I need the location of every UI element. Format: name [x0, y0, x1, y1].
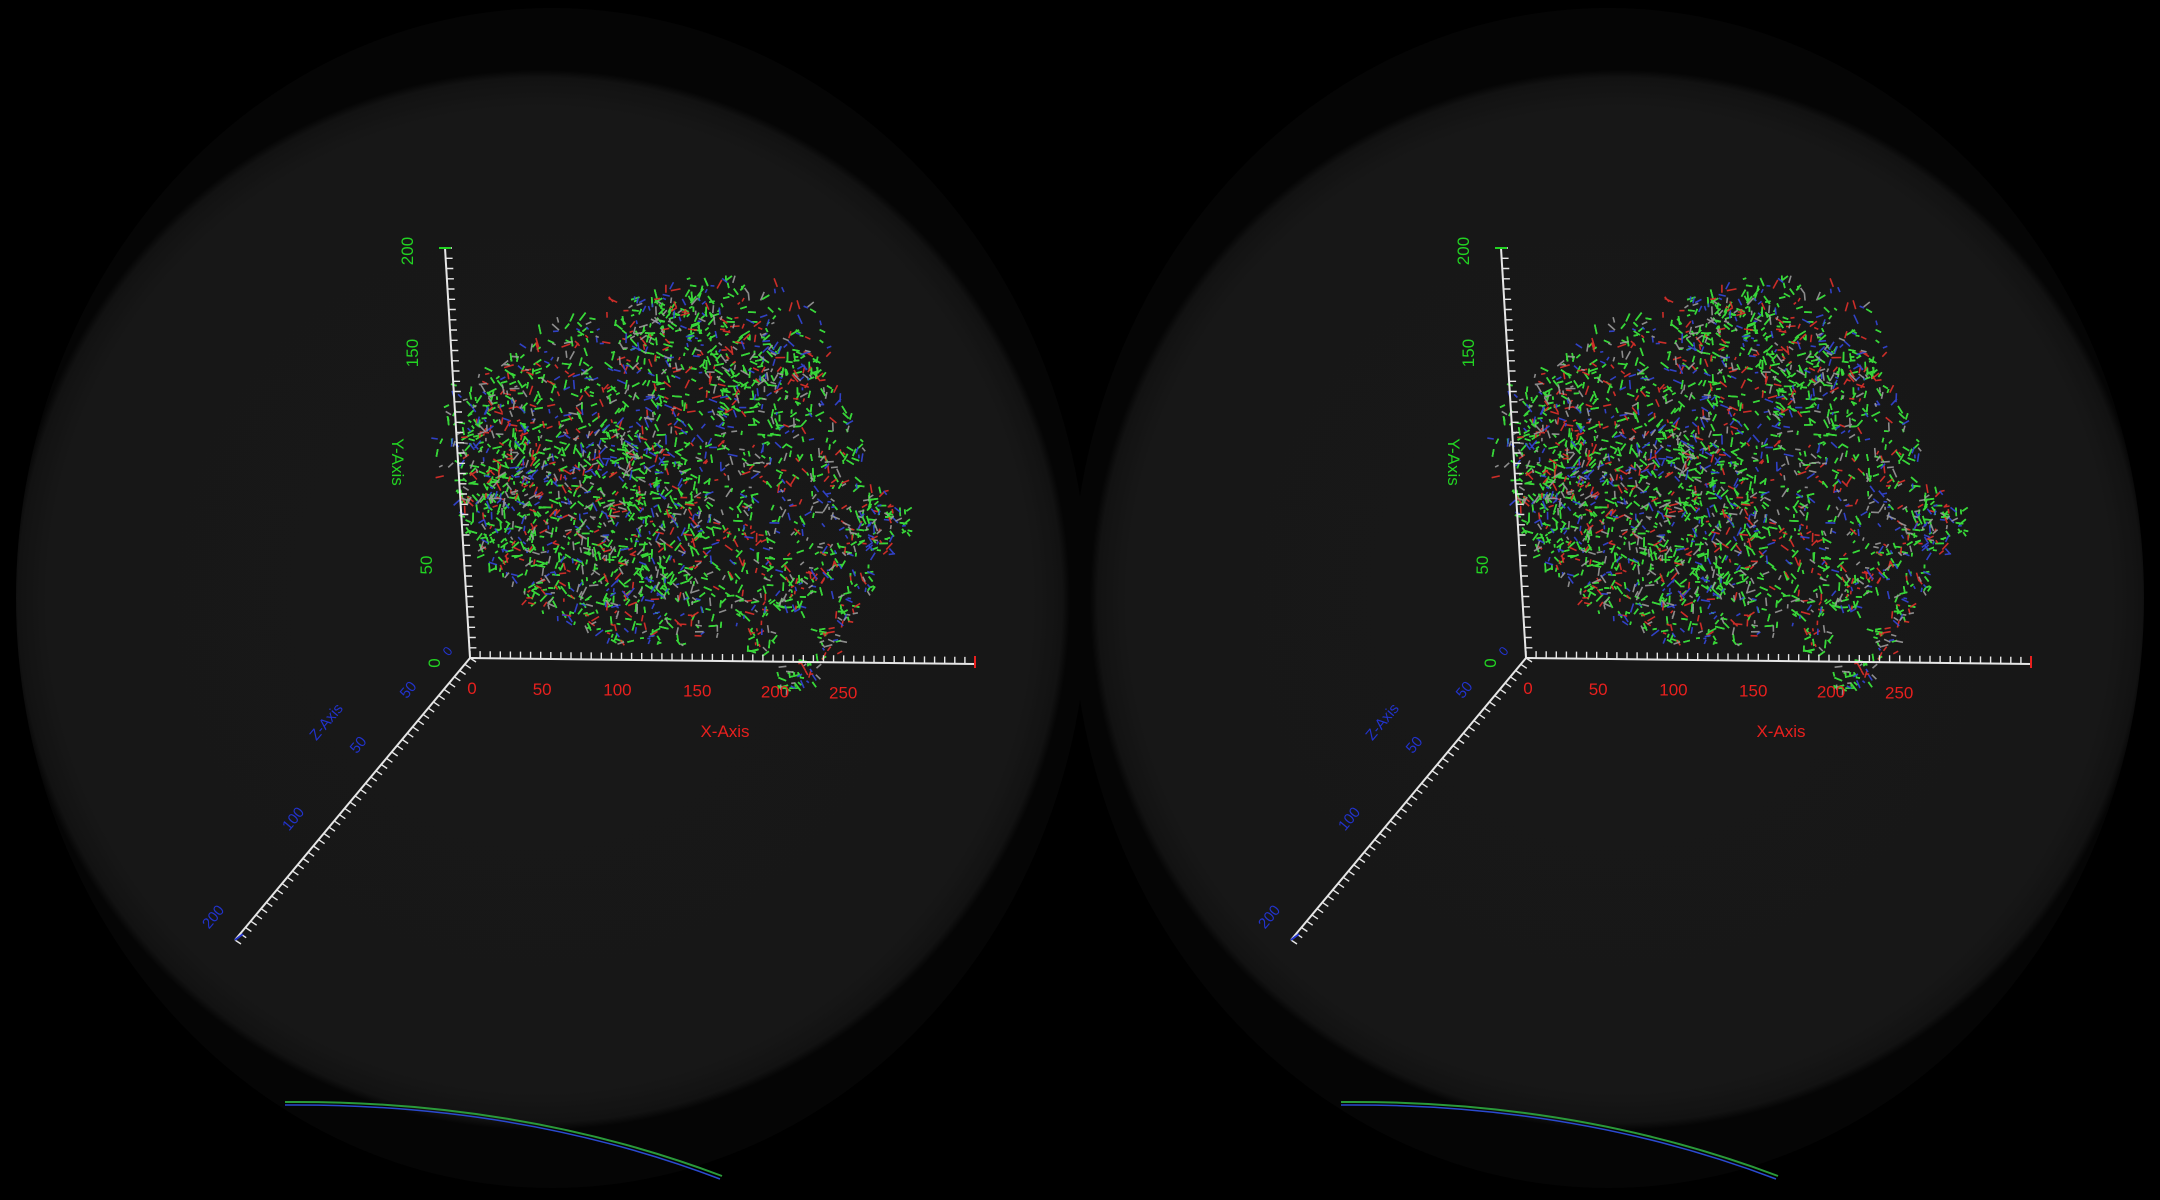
scene-group: 0 50 100 150 200 250X-Axis050150200Y-Axis0505…	[199, 237, 976, 1180]
protein-structure	[431, 275, 913, 696]
y-tick-label: 200	[398, 237, 417, 265]
x-tick-label: 100	[1659, 681, 1687, 700]
x-tick-label: 100	[603, 681, 631, 700]
y-tick-label: 50	[1473, 556, 1492, 575]
lens-circle	[1080, 8, 2144, 1188]
lens-circle	[16, 8, 1080, 1188]
x-tick-label: 150	[1739, 682, 1767, 701]
y-tick-label: 150	[403, 339, 422, 367]
y-tick-label: 0	[1481, 658, 1500, 667]
x-tick-label: 50	[533, 680, 552, 699]
left-eye-view: 0 50 100 150 200 250 X-Axis 0 50 150 200 Y-Axis 0 50 5…	[16, 8, 1080, 1188]
horizon-arc-green	[1340, 1100, 1779, 1177]
x-axis-title: X-Axis	[1756, 722, 1805, 741]
x-tick-label: 0	[1523, 679, 1532, 698]
left-eye-scene: 0 50 100 150 200 250X-Axis050150200Y-Axis0505…	[16, 8, 1080, 1188]
z-axis-line	[234, 657, 471, 941]
x-axis-title: X-Axis	[700, 722, 749, 741]
horizon-arc-blue	[284, 1104, 721, 1180]
horizon-arc-green	[284, 1100, 723, 1177]
x-tick-label: 200	[1817, 683, 1845, 702]
y-tick-label: 50	[417, 556, 436, 575]
horizon-arc-blue	[1340, 1104, 1777, 1180]
z-axis-line	[1290, 657, 1527, 941]
x-tick-label: 0	[467, 679, 476, 698]
y-axis-title: Y-Axis	[388, 438, 407, 486]
y-axis-title: Y-Axis	[1444, 438, 1463, 486]
y-tick-label: 150	[1459, 339, 1478, 367]
axes	[234, 247, 976, 945]
x-tick-label: 250	[1885, 683, 1913, 702]
axes	[1290, 247, 2032, 945]
right-eye-view: 0 50 100 150 200 250 X-Axis 0 50 150 200 Y-Axis 0 50 5…	[1080, 0, 2160, 1200]
protein-structure	[1487, 275, 1969, 696]
y-tick-label: 0	[425, 658, 444, 667]
right-eye-scene: 0 50 100 150 200 250X-Axis050150200Y-Axis0505…	[1080, 8, 2144, 1188]
x-tick-label: 50	[1589, 680, 1608, 699]
x-tick-label: 200	[761, 683, 789, 702]
y-tick-label: 200	[1454, 237, 1473, 265]
x-tick-label: 250	[829, 683, 857, 702]
x-tick-label: 150	[683, 682, 711, 701]
